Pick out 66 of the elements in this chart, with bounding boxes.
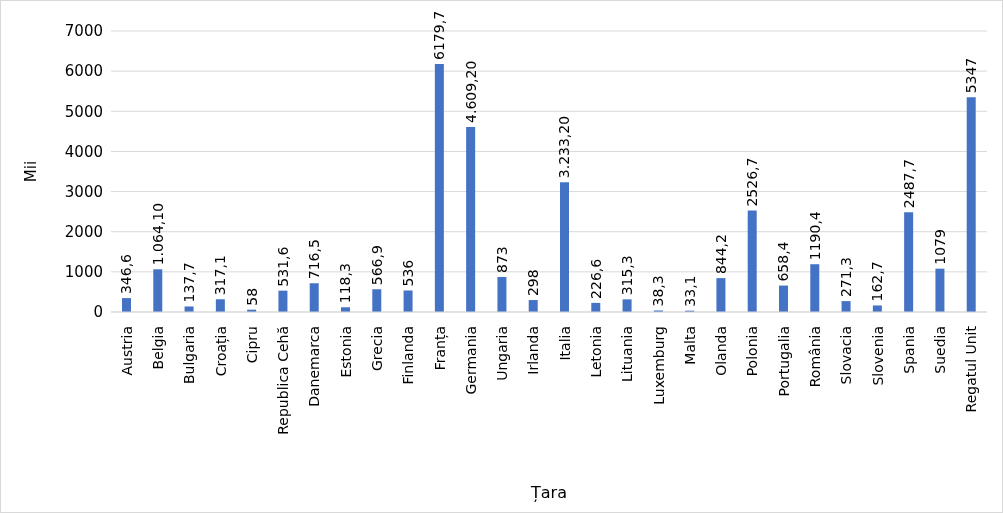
data-label: 317,1 xyxy=(212,255,229,296)
x-tick-label: Malta xyxy=(681,326,698,365)
data-label: 844,2 xyxy=(712,234,729,275)
data-label: 1190,4 xyxy=(806,211,823,261)
x-tick-label: România xyxy=(806,326,823,388)
x-tick-label: Ungaria xyxy=(494,326,511,381)
x-tick-label: Cipru xyxy=(243,326,260,364)
data-label: 536 xyxy=(400,259,417,287)
x-tick-label: Olanda xyxy=(713,326,730,376)
data-label: 226,6 xyxy=(587,258,604,299)
x-tick-label: Polonia xyxy=(744,326,761,377)
y-axis-title: Mii xyxy=(22,160,41,183)
data-label: 118,3 xyxy=(337,263,354,304)
data-label: 2526,7 xyxy=(744,157,761,207)
data-label: 716,5 xyxy=(306,239,323,280)
x-tick-label: Bulgaria xyxy=(181,326,198,385)
data-label: 1079 xyxy=(931,229,948,265)
data-label: 6179,7 xyxy=(431,10,448,60)
data-label: 38,3 xyxy=(650,275,667,307)
data-label: 5347 xyxy=(963,57,980,94)
x-tick-label: Regatul Unit xyxy=(963,325,980,413)
data-label: 658,4 xyxy=(775,241,792,282)
data-label: 162,7 xyxy=(869,261,886,302)
x-tick-label: Danemarca xyxy=(306,326,323,407)
y-tick-label: 2000 xyxy=(64,223,103,242)
x-tick-label: Republica Cehă xyxy=(275,326,292,435)
data-label: 566,9 xyxy=(368,245,385,286)
x-tick-label: Slovacia xyxy=(838,326,855,385)
data-label: 531,6 xyxy=(274,246,291,287)
x-tick-label: Spania xyxy=(900,326,917,374)
x-tick-label: Austria xyxy=(118,326,135,376)
data-label: 298 xyxy=(525,269,542,297)
x-tick-label: Lituania xyxy=(619,326,636,382)
data-label: 137,7 xyxy=(181,262,198,303)
y-tick-label: 3000 xyxy=(64,182,103,201)
x-tick-label: Belgia xyxy=(149,326,166,370)
data-label: 3.233,20 xyxy=(556,115,573,179)
x-tick-label: Luxemburg xyxy=(650,326,667,405)
x-tick-label: Portugalia xyxy=(775,326,792,397)
data-label: 1.064,10 xyxy=(149,202,166,266)
y-tick-label: 4000 xyxy=(64,142,103,161)
x-tick-label: Grecia xyxy=(368,326,385,372)
y-tick-label: 1000 xyxy=(64,263,103,282)
data-label: 58 xyxy=(243,287,260,306)
x-tick-label: Estonia xyxy=(337,326,354,378)
x-tick-label: Irlanda xyxy=(525,326,542,375)
y-tick-label: 0 xyxy=(93,303,103,322)
data-label: 346,6 xyxy=(118,253,135,295)
x-tick-label: Suedia xyxy=(932,326,949,374)
y-tick-label: 6000 xyxy=(64,62,103,81)
data-label: 4.609,20 xyxy=(462,60,479,123)
x-tick-label: Slovenia xyxy=(869,326,886,386)
data-label: 271,3 xyxy=(838,257,855,298)
x-tick-label: Italia xyxy=(556,326,573,361)
data-label: 2487,7 xyxy=(900,159,917,209)
x-tick-label: Letonia xyxy=(587,326,604,378)
x-tick-label: Finlanda xyxy=(400,326,417,385)
data-label: 33,1 xyxy=(681,275,698,307)
data-label: 873 xyxy=(493,246,510,273)
data-label: 315,3 xyxy=(619,255,636,296)
y-tick-label: 7000 xyxy=(64,22,103,41)
x-tick-label: Franța xyxy=(431,326,449,371)
x-tick-label: Germania xyxy=(462,326,479,395)
x-tick-label: Croația xyxy=(212,326,230,377)
y-tick-label: 5000 xyxy=(64,102,103,121)
x-axis-title: Țara xyxy=(530,483,567,502)
